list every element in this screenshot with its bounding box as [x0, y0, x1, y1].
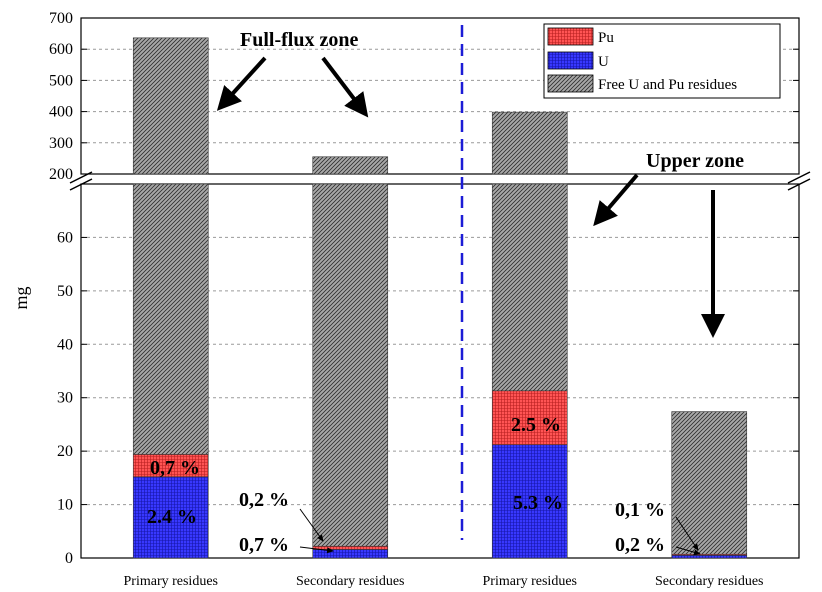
pointer-0-2-fullflux: [299, 508, 324, 542]
bar-segment: [312, 549, 389, 559]
y-tick-label: 60: [57, 229, 73, 246]
pct-label-pu-primary-fullflux: 0,7 %: [150, 457, 200, 479]
bar-segment: [132, 183, 209, 455]
axis-break-mark-right: [787, 178, 811, 191]
pct-label-u-secondary-upper: 0,2 %: [615, 534, 665, 556]
zone-label-full-flux: Full-flux zone: [240, 29, 358, 51]
y-tick-label: 20: [57, 443, 73, 460]
pct-label-pu-secondary-upper: 0,1 %: [615, 499, 665, 521]
bar-segment: [491, 111, 568, 175]
bar-segment: [491, 444, 568, 559]
upper-panel-frame: [80, 17, 800, 175]
y-tick-label: 40: [57, 336, 73, 353]
axis-break-mark-right: [787, 171, 811, 184]
bar-segment: [671, 411, 748, 555]
legend-swatch-pu: [547, 27, 594, 46]
y-tick-label: 200: [49, 166, 73, 183]
bar-segment: [132, 476, 209, 559]
x-tick-label: Secondary residues: [296, 574, 404, 589]
bar-segment: [312, 156, 389, 175]
pointer-0-7-fullflux: [299, 546, 334, 554]
bar-segment: [132, 37, 209, 175]
pct-label-pu-secondary-fullflux: 0,2 %: [239, 489, 289, 511]
y-tick-label: 50: [57, 283, 73, 300]
bar-segment: [312, 183, 389, 547]
bar-segment: [491, 390, 568, 446]
bar-segment: [491, 183, 568, 392]
legend-swatch-free: [547, 74, 594, 93]
y-tick-label: 700: [49, 10, 73, 27]
y-tick-label: 30: [57, 390, 73, 407]
y-axis-label: mg: [11, 286, 31, 309]
y-tick-label: 10: [57, 497, 73, 514]
bar-segment: [312, 545, 389, 550]
y-tick-label: 600: [49, 41, 73, 58]
pct-label-u-secondary-fullflux: 0,7 %: [239, 534, 289, 556]
axis-break-mark-left: [69, 171, 93, 184]
bar-segment: [671, 555, 748, 559]
legend: Pu U Free U and Pu residues: [543, 23, 781, 99]
arrow-full-flux-right: [321, 56, 369, 118]
pointer-0-1-upper: [675, 516, 699, 551]
lower-panel-frame: [80, 183, 800, 559]
x-tick-label: Primary residues: [124, 574, 218, 589]
y-tick-label: 500: [49, 72, 73, 89]
axis-break-mark-left: [69, 178, 93, 191]
legend-label-u: U: [598, 54, 609, 70]
legend-label-pu: Pu: [598, 30, 614, 46]
pct-label-pu-primary-upper: 2.5 %: [511, 414, 561, 436]
y-tick-label: 400: [49, 104, 73, 121]
y-tick-label: 0: [65, 550, 73, 567]
arrow-full-flux-left: [216, 56, 267, 111]
arrow-upper-left: [593, 173, 639, 227]
x-tick-label: Secondary residues: [655, 574, 763, 589]
x-tick-label: Primary residues: [483, 574, 577, 589]
zone-label-upper: Upper zone: [646, 150, 744, 172]
pct-label-u-primary-fullflux: 2.4 %: [147, 506, 197, 528]
legend-swatch-u: [547, 51, 594, 70]
pointer-0-2-upper: [675, 546, 701, 556]
legend-label-free: Free U and Pu residues: [598, 77, 737, 93]
plot-area: 200 300 400 500 600 700 0 10 20 30 40 50 60 Primary r…: [49, 10, 811, 589]
pct-label-u-primary-upper: 5.3 %: [513, 492, 563, 514]
y-tick-label: 300: [49, 135, 73, 152]
